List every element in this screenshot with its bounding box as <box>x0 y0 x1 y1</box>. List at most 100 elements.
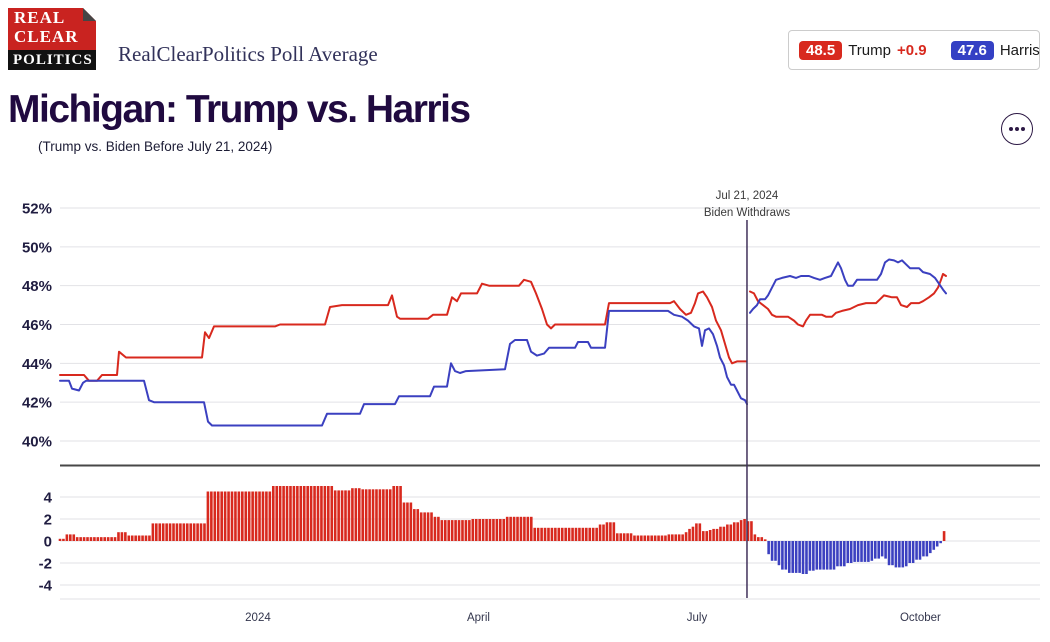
spread-bar <box>805 541 808 574</box>
spread-bar <box>712 528 715 541</box>
spread-bar <box>199 523 203 541</box>
spread-bar <box>289 486 292 541</box>
spread-bar <box>375 489 378 541</box>
spread-bar <box>86 537 89 541</box>
spread-bar <box>457 520 461 541</box>
spread-bar <box>93 537 96 541</box>
spread-y-axis-label: 0 <box>44 534 52 551</box>
spread-bar <box>767 541 770 555</box>
spread-bar <box>148 535 151 541</box>
spread-bar <box>540 527 543 541</box>
rcp-logo[interactable]: REAL CLEAR POLITICS <box>8 8 96 70</box>
spread-bar <box>894 541 898 568</box>
spread-bar <box>853 541 856 562</box>
spread-bar <box>488 519 492 541</box>
spread-bar <box>371 489 375 541</box>
spread-bar <box>829 541 832 570</box>
poll-line <box>59 278 747 382</box>
spread-bar <box>144 535 148 541</box>
spread-bar <box>168 523 172 541</box>
spread-bar <box>285 486 289 541</box>
spread-bar <box>729 524 733 541</box>
spread-bar <box>856 541 860 562</box>
spread-bar <box>653 535 657 541</box>
spread-bar <box>206 491 210 541</box>
poll-line <box>749 273 947 328</box>
spread-bar <box>203 523 206 541</box>
spread-bar <box>915 541 918 560</box>
poll-line <box>59 309 748 427</box>
trump-score-badge: 48.5 <box>799 40 843 60</box>
spread-bar <box>450 520 454 541</box>
spread-bar <box>382 489 385 541</box>
spread-bar <box>447 520 451 541</box>
spread-bar <box>337 490 340 541</box>
spread-bar <box>691 526 695 541</box>
spread-bar <box>75 537 79 541</box>
spread-bar <box>929 541 932 554</box>
spread-bar <box>141 535 144 541</box>
spread-bar <box>237 491 241 541</box>
spread-bar <box>299 486 303 541</box>
spread-bar <box>230 491 234 541</box>
spread-bar <box>719 526 722 541</box>
spread-bar <box>216 491 220 541</box>
spread-bar <box>612 522 616 541</box>
spread-bar <box>812 541 815 571</box>
spread-bar <box>309 486 313 541</box>
spread-bar <box>643 535 647 541</box>
spread-bar <box>189 523 193 541</box>
spread-bar <box>106 537 110 541</box>
spread-bar <box>526 516 530 541</box>
spread-bar <box>784 541 788 570</box>
spread-bar <box>908 541 911 563</box>
spread-bar <box>499 519 502 541</box>
spread-bar <box>605 522 609 541</box>
spread-bar <box>241 491 244 541</box>
spread-y-axis-label: 4 <box>44 490 53 507</box>
spread-bar <box>808 541 812 571</box>
spread-bar <box>578 527 581 541</box>
spread-bar <box>794 541 798 573</box>
spread-bar <box>461 520 464 541</box>
spread-bar <box>911 541 915 563</box>
spread-bar <box>708 530 712 541</box>
spread-bar <box>536 527 540 541</box>
spread-bar <box>715 528 719 541</box>
page-title-note: (Trump vs. Biden Before July 21, 2024) <box>38 139 273 154</box>
spread-bar <box>567 527 571 541</box>
spread-bar <box>609 522 612 541</box>
spread-bar <box>120 532 124 541</box>
spread-bar <box>210 491 213 541</box>
spread-bar <box>554 527 557 541</box>
spread-bar <box>836 541 839 567</box>
spread-bar <box>137 535 141 541</box>
spread-bar <box>787 541 791 573</box>
spread-bar <box>705 531 709 541</box>
spread-y-axis-label: 2 <box>44 512 52 529</box>
spread-bar <box>330 486 334 541</box>
spread-bar <box>898 541 901 568</box>
spread-bar <box>327 486 330 541</box>
spread-bar <box>275 486 279 541</box>
spread-bar <box>271 486 275 541</box>
spread-bar <box>244 491 248 541</box>
spread-bar <box>179 523 182 541</box>
spread-y-axis-label: -2 <box>39 556 52 573</box>
spread-bar <box>722 526 726 541</box>
spread-bar <box>677 534 681 541</box>
spread-bar <box>922 541 925 557</box>
spread-bar <box>89 537 93 541</box>
spread-bar <box>433 516 437 541</box>
spread-bar <box>223 491 227 541</box>
spread-bar <box>867 541 870 562</box>
spread-bar <box>155 523 158 541</box>
spread-bar <box>822 541 825 570</box>
spread-bar <box>815 541 819 570</box>
spread-bar <box>172 523 175 541</box>
spread-bar <box>213 491 217 541</box>
spread-bar <box>165 523 168 541</box>
spread-bar <box>564 527 567 541</box>
more-options-button[interactable] <box>1001 113 1033 145</box>
spread-bar <box>633 535 636 541</box>
